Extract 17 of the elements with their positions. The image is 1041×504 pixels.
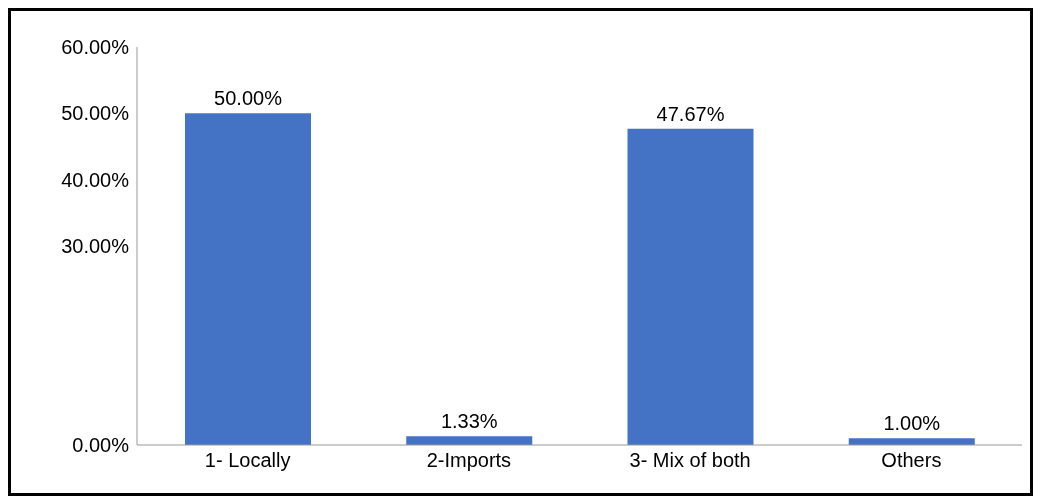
y-tick-label: 0.00% [72, 434, 130, 457]
x-tick-label: 1- Locally [204, 449, 291, 472]
data-label: 1.00% [883, 412, 941, 435]
x-tick-label: 2-Imports [426, 449, 512, 472]
data-label: 1.33% [440, 410, 498, 433]
data-label: 50.00% [214, 87, 283, 110]
y-tick-label: 40.00% [61, 168, 130, 191]
y-tick-label: 30.00% [61, 235, 130, 258]
bar [406, 436, 533, 445]
bar [185, 113, 311, 445]
y-tick-label: 50.00% [61, 102, 130, 125]
data-label: 47.67% [656, 102, 725, 125]
x-tick-label: 3- Mix of both [629, 449, 751, 472]
x-tick-label: Others [881, 449, 942, 472]
bar [627, 128, 754, 445]
y-tick-label: 60.00% [61, 36, 130, 59]
bar [848, 438, 975, 445]
